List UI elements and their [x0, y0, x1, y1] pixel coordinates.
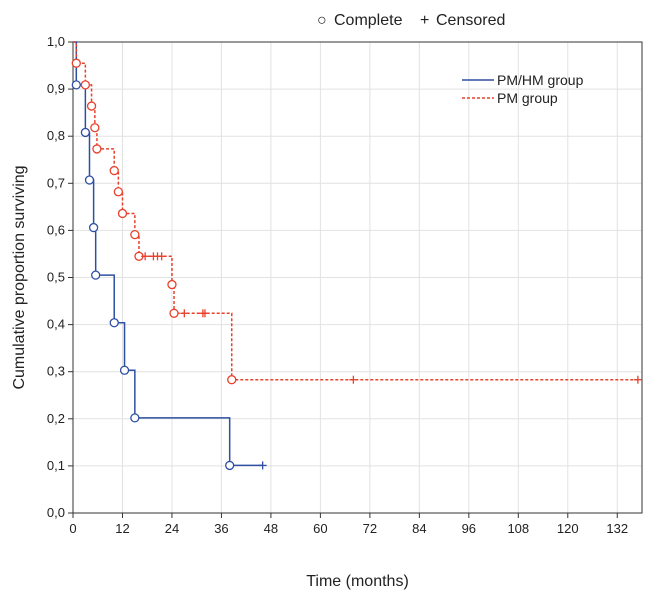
complete-point-marker: [119, 365, 130, 375]
x-axis-label: Time (months): [306, 573, 409, 590]
y-tick-label: 0,8: [47, 128, 65, 143]
x-tick-label: 96: [462, 521, 476, 536]
series-legend: PM/HM group PM group: [462, 72, 584, 106]
y-tick-label: 0,4: [47, 317, 65, 332]
axis-ticks: 0 12 24 36 48 60 72 84 96 108 120 132 0,0 0,1 0,2 0,3 0,…: [47, 34, 628, 536]
censored-point-marker: [157, 252, 166, 261]
y-tick-label: 0,1: [47, 458, 65, 473]
x-tick-label: 84: [412, 521, 426, 536]
legend-label-pm: PM group: [497, 90, 558, 106]
x-tick-label: 48: [264, 521, 278, 536]
complete-point-marker: [109, 165, 119, 176]
complete-point-marker: [92, 144, 102, 154]
y-tick-label: 0,5: [47, 270, 65, 285]
x-tick-label: 72: [363, 521, 377, 536]
series-markers: [71, 58, 642, 471]
y-tick-label: 1,0: [47, 34, 65, 49]
censored-point-marker: [200, 309, 209, 318]
y-tick-label: 0,7: [47, 175, 65, 190]
censored-legend-label: Censored: [436, 12, 505, 29]
y-tick-label: 0,2: [47, 411, 65, 426]
censored-point-marker: [258, 461, 267, 470]
censored-point-marker: [633, 375, 642, 384]
y-tick-label: 0,3: [47, 364, 65, 379]
complete-point-marker: [167, 279, 177, 290]
complete-symbol-icon: ○: [317, 12, 327, 29]
y-tick-label: 0,0: [47, 505, 65, 520]
complete-point-marker: [90, 123, 100, 133]
complete-point-marker: [71, 80, 81, 90]
complete-point-marker: [88, 222, 99, 233]
complete-point-marker: [117, 208, 128, 219]
x-tick-label: 120: [557, 521, 579, 536]
legend-label-pm-hm: PM/HM group: [497, 72, 584, 88]
complete-point-marker: [113, 187, 124, 197]
x-tick-label: 24: [165, 521, 179, 536]
x-tick-label: 132: [606, 521, 628, 536]
complete-point-marker: [225, 460, 235, 471]
y-tick-label: 0,6: [47, 222, 65, 237]
complete-point-marker: [84, 175, 95, 185]
series-line-pm-hm: [73, 41, 263, 467]
censored-point-marker: [349, 375, 358, 384]
x-tick-label: 36: [214, 521, 228, 536]
complete-point-marker: [80, 80, 91, 90]
y-tick-label: 0,9: [47, 81, 65, 96]
complete-point-marker: [130, 413, 140, 423]
complete-legend-label: Complete: [334, 12, 403, 29]
complete-point-marker: [71, 58, 81, 68]
marker-legend: ○ Complete + Censored: [317, 12, 505, 29]
complete-point-marker: [80, 127, 91, 138]
censored-point-marker: [141, 252, 150, 261]
x-tick-label: 0: [69, 521, 76, 536]
x-tick-label: 12: [115, 521, 129, 536]
y-axis-label: Cumulative proportion surviving: [11, 165, 28, 389]
complete-point-marker: [130, 229, 140, 240]
x-tick-label: 60: [313, 521, 327, 536]
x-tick-label: 108: [507, 521, 529, 536]
complete-point-marker: [169, 308, 179, 318]
complete-point-marker: [91, 270, 101, 280]
censored-symbol-icon: +: [420, 12, 429, 29]
complete-point-marker: [109, 318, 119, 328]
censored-point-marker: [180, 309, 189, 318]
grid: [73, 42, 642, 513]
complete-point-marker: [86, 101, 97, 111]
complete-point-marker: [227, 375, 237, 385]
